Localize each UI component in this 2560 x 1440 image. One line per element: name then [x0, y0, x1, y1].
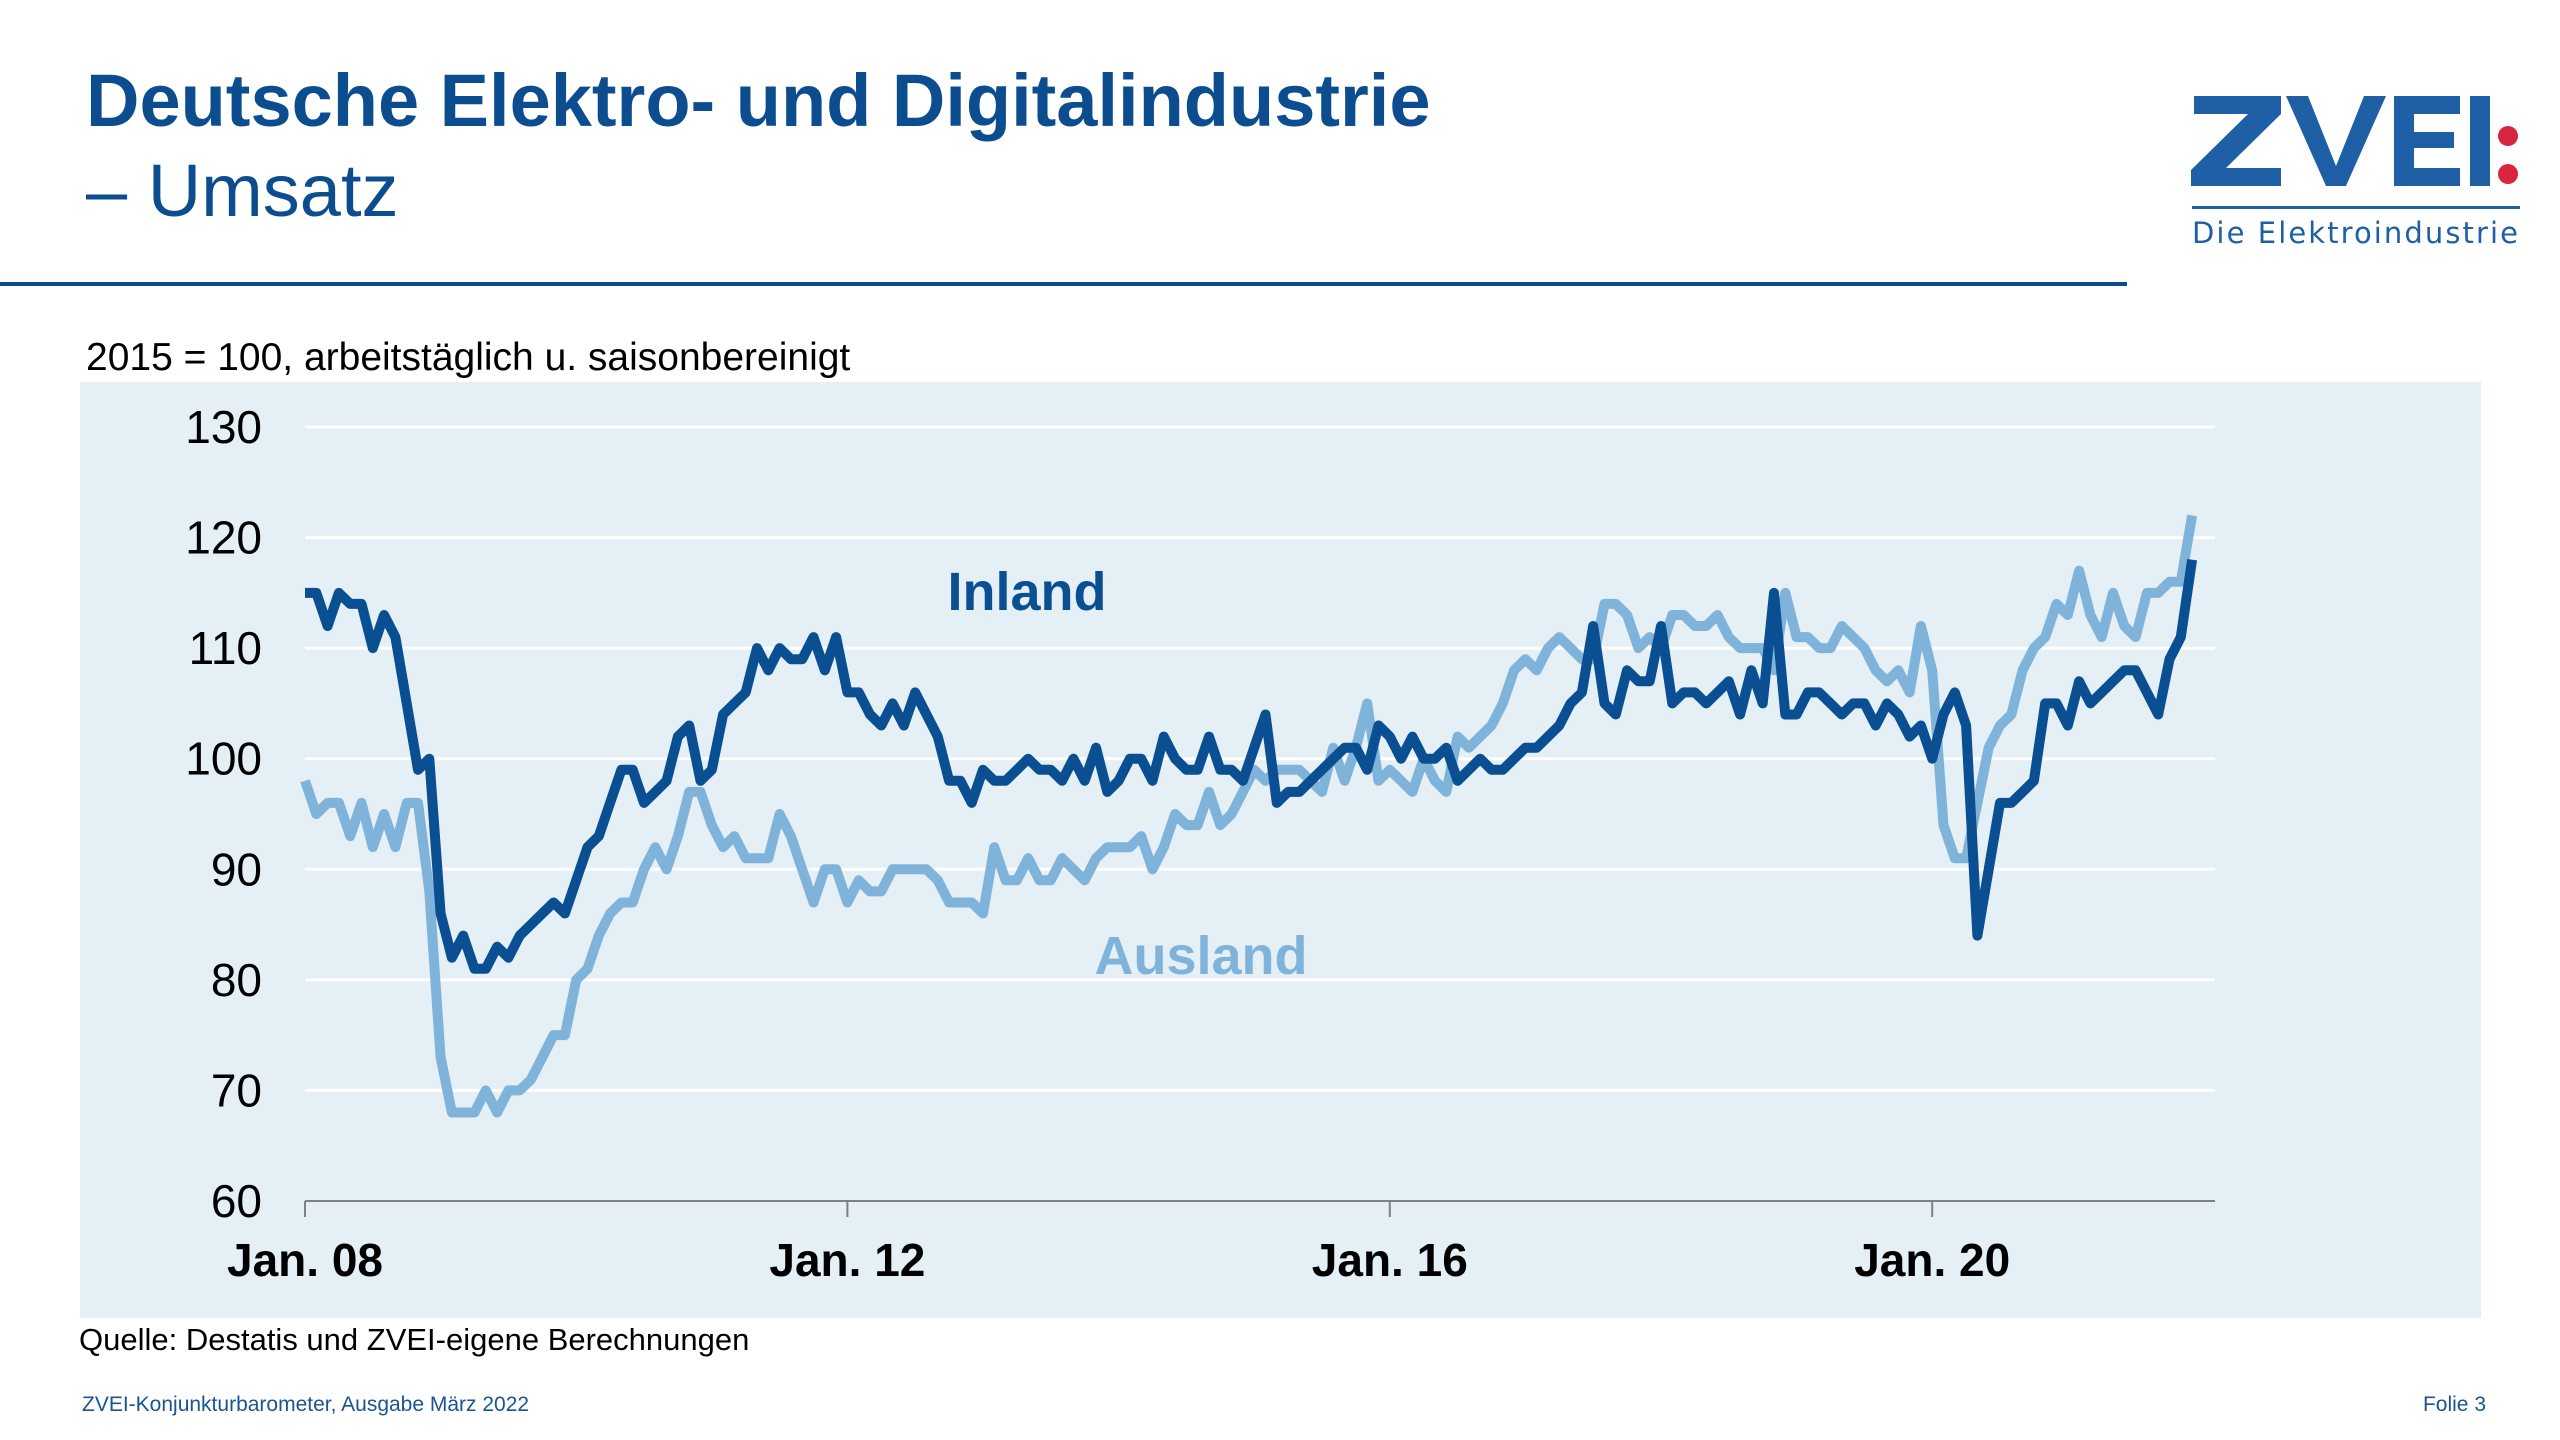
series-label-ausland: Ausland — [1094, 926, 1307, 986]
zvei-logo: Die Elektroindustrie — [2191, 96, 2520, 250]
y-tick-label: 60 — [211, 1175, 262, 1227]
series-label-inland: Inland — [948, 562, 1107, 622]
page-title: Deutsche Elektro- und Digitalindustrie — [86, 59, 1431, 142]
x-tick-label: Jan. 16 — [1312, 1234, 1468, 1286]
y-tick-label: 130 — [185, 401, 262, 453]
y-tick-label: 120 — [185, 512, 262, 564]
series-line-ausland — [300, 514, 2198, 1118]
x-tick-label: Jan. 20 — [1854, 1234, 2010, 1286]
series-line-inland — [305, 558, 2198, 974]
page-subtitle: – Umsatz — [86, 149, 399, 232]
y-tick-label: 100 — [185, 733, 262, 785]
chart-note: 2015 = 100, arbeitstäglich u. saisonbere… — [86, 336, 851, 379]
y-tick-label: 80 — [211, 954, 262, 1006]
source-note: Quelle: Destatis und ZVEI-eigene Berechn… — [79, 1322, 750, 1357]
x-tick-label: Jan. 12 — [769, 1234, 925, 1286]
footer-text: ZVEI-Konjunkturbarometer, Ausgabe März 2… — [82, 1393, 530, 1416]
slide-number: Folie 3 — [2422, 1393, 2486, 1416]
header-divider — [0, 282, 2127, 286]
y-tick-label: 90 — [211, 843, 262, 895]
y-tick-label: 110 — [189, 622, 262, 674]
x-tick-label: Jan. 08 — [227, 1234, 383, 1286]
y-tick-label: 70 — [211, 1064, 262, 1116]
logo-tagline: Die Elektroindustrie — [2192, 216, 2518, 250]
